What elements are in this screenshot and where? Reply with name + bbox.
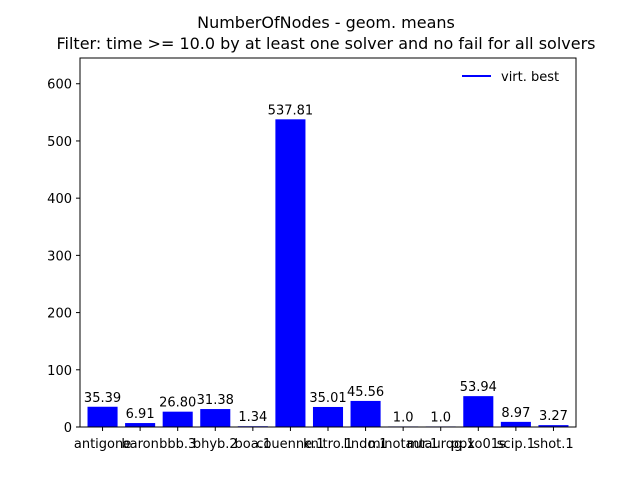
x-tick-label: bbb.3	[159, 437, 196, 452]
data-label: 3.27	[539, 409, 568, 424]
x-tick-label: antigone	[74, 437, 131, 452]
data-label: 31.38	[197, 393, 234, 408]
x-tick-label: couenne.1	[256, 437, 324, 452]
bar-lindo.1	[350, 400, 381, 427]
x-tick-label: ppxo01s	[451, 437, 506, 452]
bar-antigone	[87, 406, 118, 427]
y-tick-label: 200	[47, 307, 72, 322]
data-label: 35.01	[309, 391, 346, 406]
x-tick-label: boa.1	[235, 437, 272, 452]
bar-scip.1	[500, 421, 531, 427]
legend-label-virt-best: virt. best	[501, 70, 559, 85]
bars-group	[87, 119, 569, 427]
bar-knitro.1	[312, 406, 344, 427]
data-label: 26.80	[159, 396, 196, 411]
y-tick-label: 500	[47, 135, 72, 150]
data-label: 35.39	[84, 391, 121, 406]
bar-couenne.1	[275, 119, 306, 427]
y-tick-label: 100	[47, 364, 72, 379]
chart-subtitle: Filter: time >= 10.0 by at least one sol…	[56, 34, 595, 53]
bar-bbb.3	[162, 411, 193, 427]
y-axis: 0 100 200 300 400 500 600	[47, 78, 80, 436]
data-label: 1.0	[430, 410, 451, 425]
chart-title: NumberOfNodes - geom. means	[197, 13, 455, 32]
bar-ppxo01s	[463, 396, 494, 427]
x-tick-label: lindo.1	[344, 437, 388, 452]
data-label: 45.56	[347, 385, 384, 400]
data-label: 1.34	[238, 410, 267, 425]
x-tick-label: knitro.1	[303, 437, 353, 452]
data-label: 1.0	[393, 410, 414, 425]
data-label: 6.91	[126, 407, 155, 422]
data-label: 8.97	[501, 406, 530, 421]
x-tick-label: mtaurqg.1	[407, 437, 475, 452]
x-tick-label: scip.1	[497, 437, 535, 452]
y-tick-label: 600	[47, 78, 72, 93]
y-tick-label: 300	[47, 249, 72, 264]
x-tick-label: baron	[121, 437, 158, 452]
plot-frame	[79, 57, 577, 428]
bar-baron	[125, 423, 156, 427]
y-tick-label: 400	[47, 192, 72, 207]
data-labels-group: 35.39 6.91 26.80 31.38 1.34 537.81 35.01 45.56 1…	[84, 103, 568, 425]
bar-shot.1	[538, 425, 569, 427]
data-label: 537.81	[268, 103, 314, 118]
data-label: 53.94	[460, 380, 497, 395]
legend: virt. best	[462, 70, 559, 85]
x-tick-label: bhyb.2	[193, 437, 238, 452]
y-tick-label: 0	[64, 421, 72, 436]
x-tick-label: minotaur.1	[368, 437, 438, 452]
x-tick-label: shot.1	[533, 437, 573, 452]
bar-bhyb.2	[200, 409, 231, 427]
